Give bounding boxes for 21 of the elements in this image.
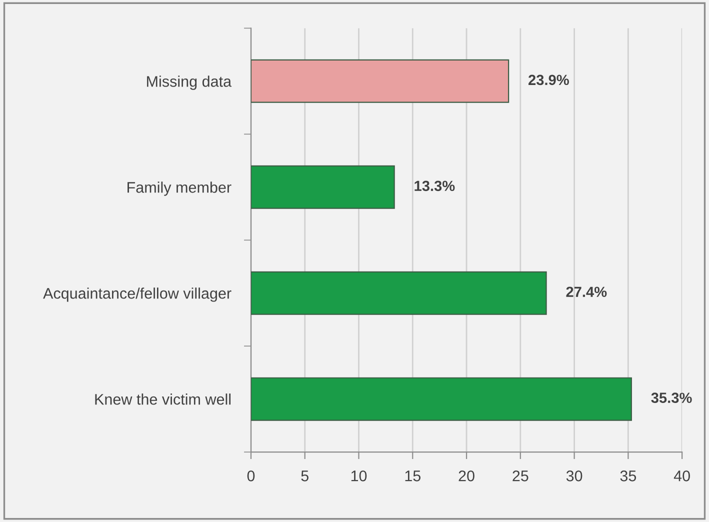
data-label: 27.4%	[566, 286, 607, 297]
bar	[250, 271, 547, 315]
x-tick-label: 0	[247, 470, 255, 482]
bar	[250, 165, 395, 209]
y-tick-label: Missing data	[147, 76, 232, 90]
y-tick-label: Family member	[128, 182, 232, 196]
x-tick-label: 40	[674, 470, 690, 482]
x-tick-label: 15	[405, 470, 420, 482]
x-tick-label: 5	[301, 470, 308, 482]
y-tick-label: Knew the victim well	[95, 394, 231, 405]
data-label: 23.9%	[528, 74, 569, 86]
x-tick-label: 20	[458, 470, 474, 482]
data-label: 13.3%	[414, 180, 455, 192]
bar	[250, 377, 632, 421]
y-tick-label: Acquaintance/fellow villager	[43, 288, 232, 302]
data-label: 35.3%	[651, 392, 692, 404]
x-tick-label: 35	[620, 470, 636, 482]
x-tick-label: 30	[566, 470, 582, 482]
x-tick-label: 10	[351, 470, 367, 482]
bar	[250, 59, 510, 103]
x-tick-label: 25	[512, 470, 528, 482]
